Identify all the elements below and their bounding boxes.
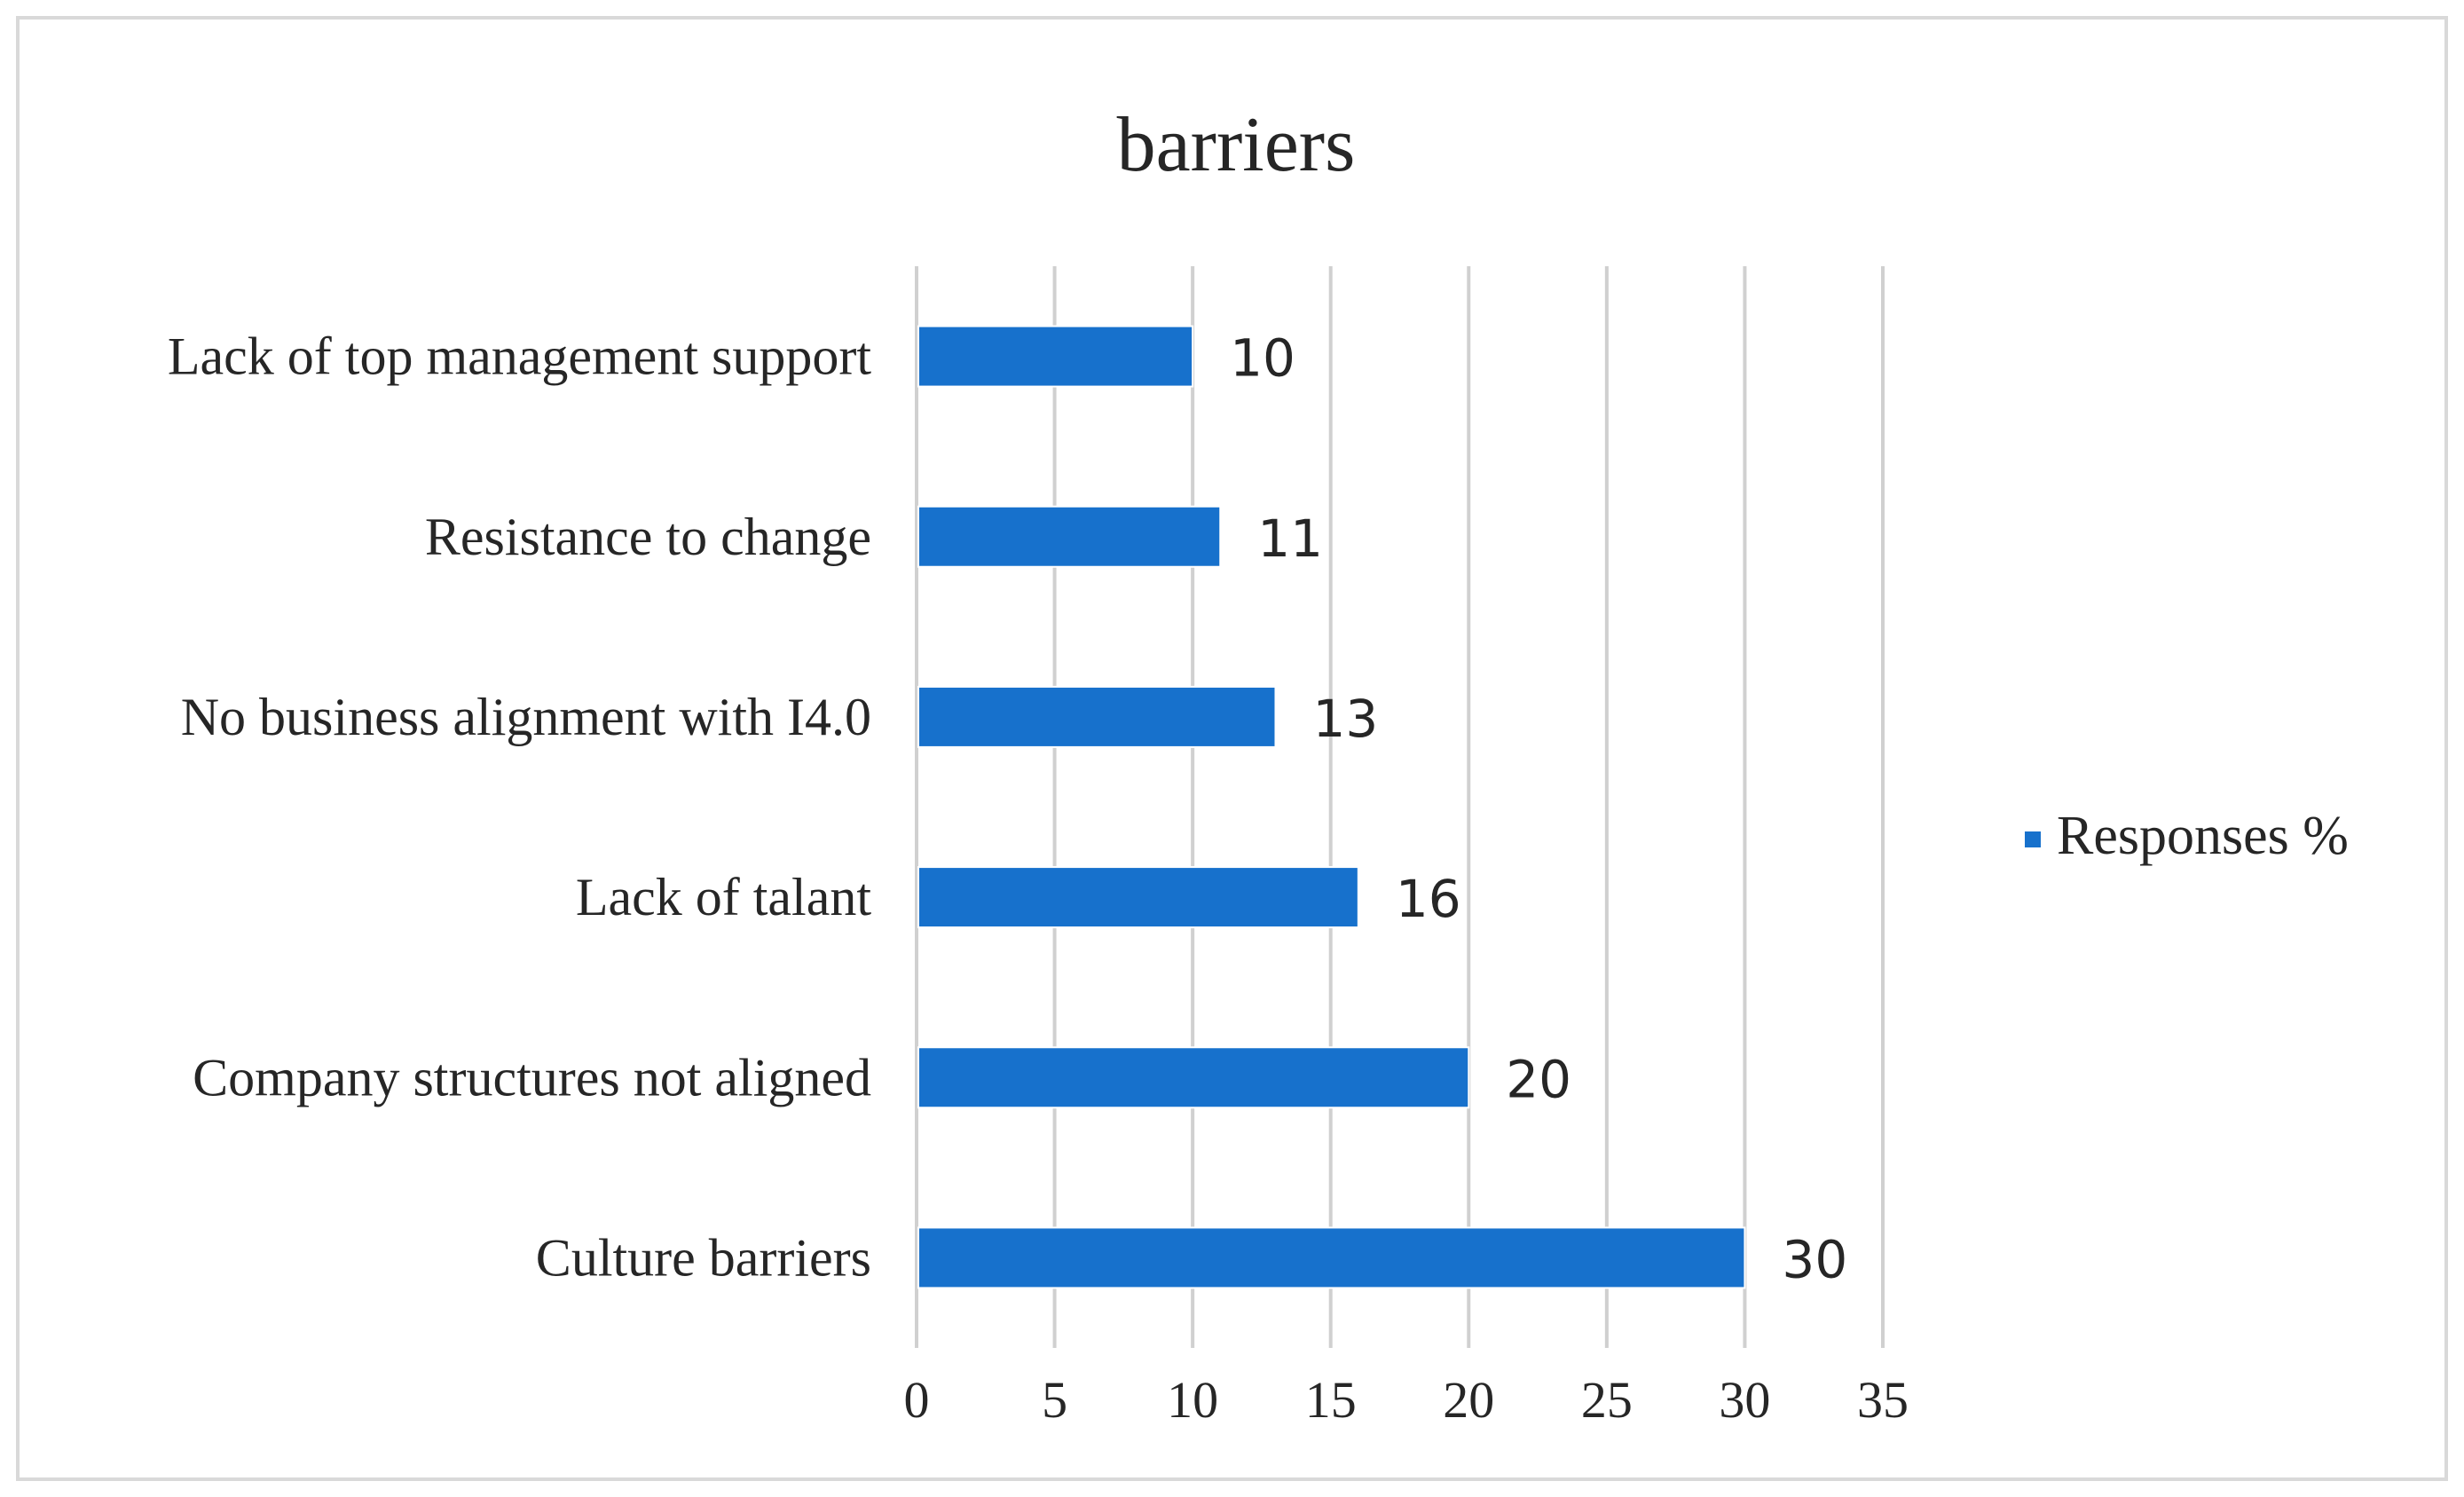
data-label: 10 xyxy=(1230,328,1295,389)
x-tick-label: 10 xyxy=(1167,1371,1218,1429)
x-tick-label: 30 xyxy=(1719,1371,1770,1429)
category-label: No business alignment with I4.0 xyxy=(181,688,871,746)
legend: Responses % xyxy=(2025,806,2349,866)
data-label: 13 xyxy=(1312,689,1378,749)
x-tick-label: 25 xyxy=(1581,1371,1633,1429)
x-tick-label: 0 xyxy=(904,1371,930,1429)
legend-label: Responses % xyxy=(2057,806,2349,866)
gridlines xyxy=(915,266,1885,1348)
x-tick-label: 5 xyxy=(1042,1371,1067,1429)
bar xyxy=(917,505,1222,568)
bar xyxy=(917,866,1359,929)
category-label: Lack of talant xyxy=(576,868,871,926)
x-tick-label: 15 xyxy=(1305,1371,1357,1429)
chart-frame: barriers Lack of top management support R… xyxy=(16,16,2448,1481)
legend-swatch xyxy=(2025,831,2041,847)
data-label: 20 xyxy=(1506,1049,1571,1109)
bar xyxy=(917,325,1194,388)
category-label: Culture barriers xyxy=(536,1228,871,1287)
x-axis-ticks: 0 5 10 15 20 25 30 35 xyxy=(904,1371,1909,1429)
data-labels: 10 11 13 16 20 30 xyxy=(1230,328,1847,1290)
bar xyxy=(917,1226,1746,1289)
x-tick-label: 35 xyxy=(1857,1371,1909,1429)
data-label: 11 xyxy=(1257,508,1323,569)
x-tick-label: 20 xyxy=(1443,1371,1494,1429)
category-labels: Lack of top management support Resistance… xyxy=(168,327,871,1288)
bar xyxy=(917,1046,1470,1109)
category-label: Lack of top management support xyxy=(168,327,871,386)
chart-title: barriers xyxy=(1117,102,1356,188)
data-label: 16 xyxy=(1396,869,1461,929)
bar xyxy=(917,685,1277,748)
bar-chart: barriers Lack of top management support R… xyxy=(168,102,2349,1429)
category-label: Resistance to change xyxy=(425,508,871,566)
bars xyxy=(917,325,1746,1289)
category-label: Company structures not aligned xyxy=(193,1048,871,1107)
data-label: 30 xyxy=(1782,1229,1847,1289)
